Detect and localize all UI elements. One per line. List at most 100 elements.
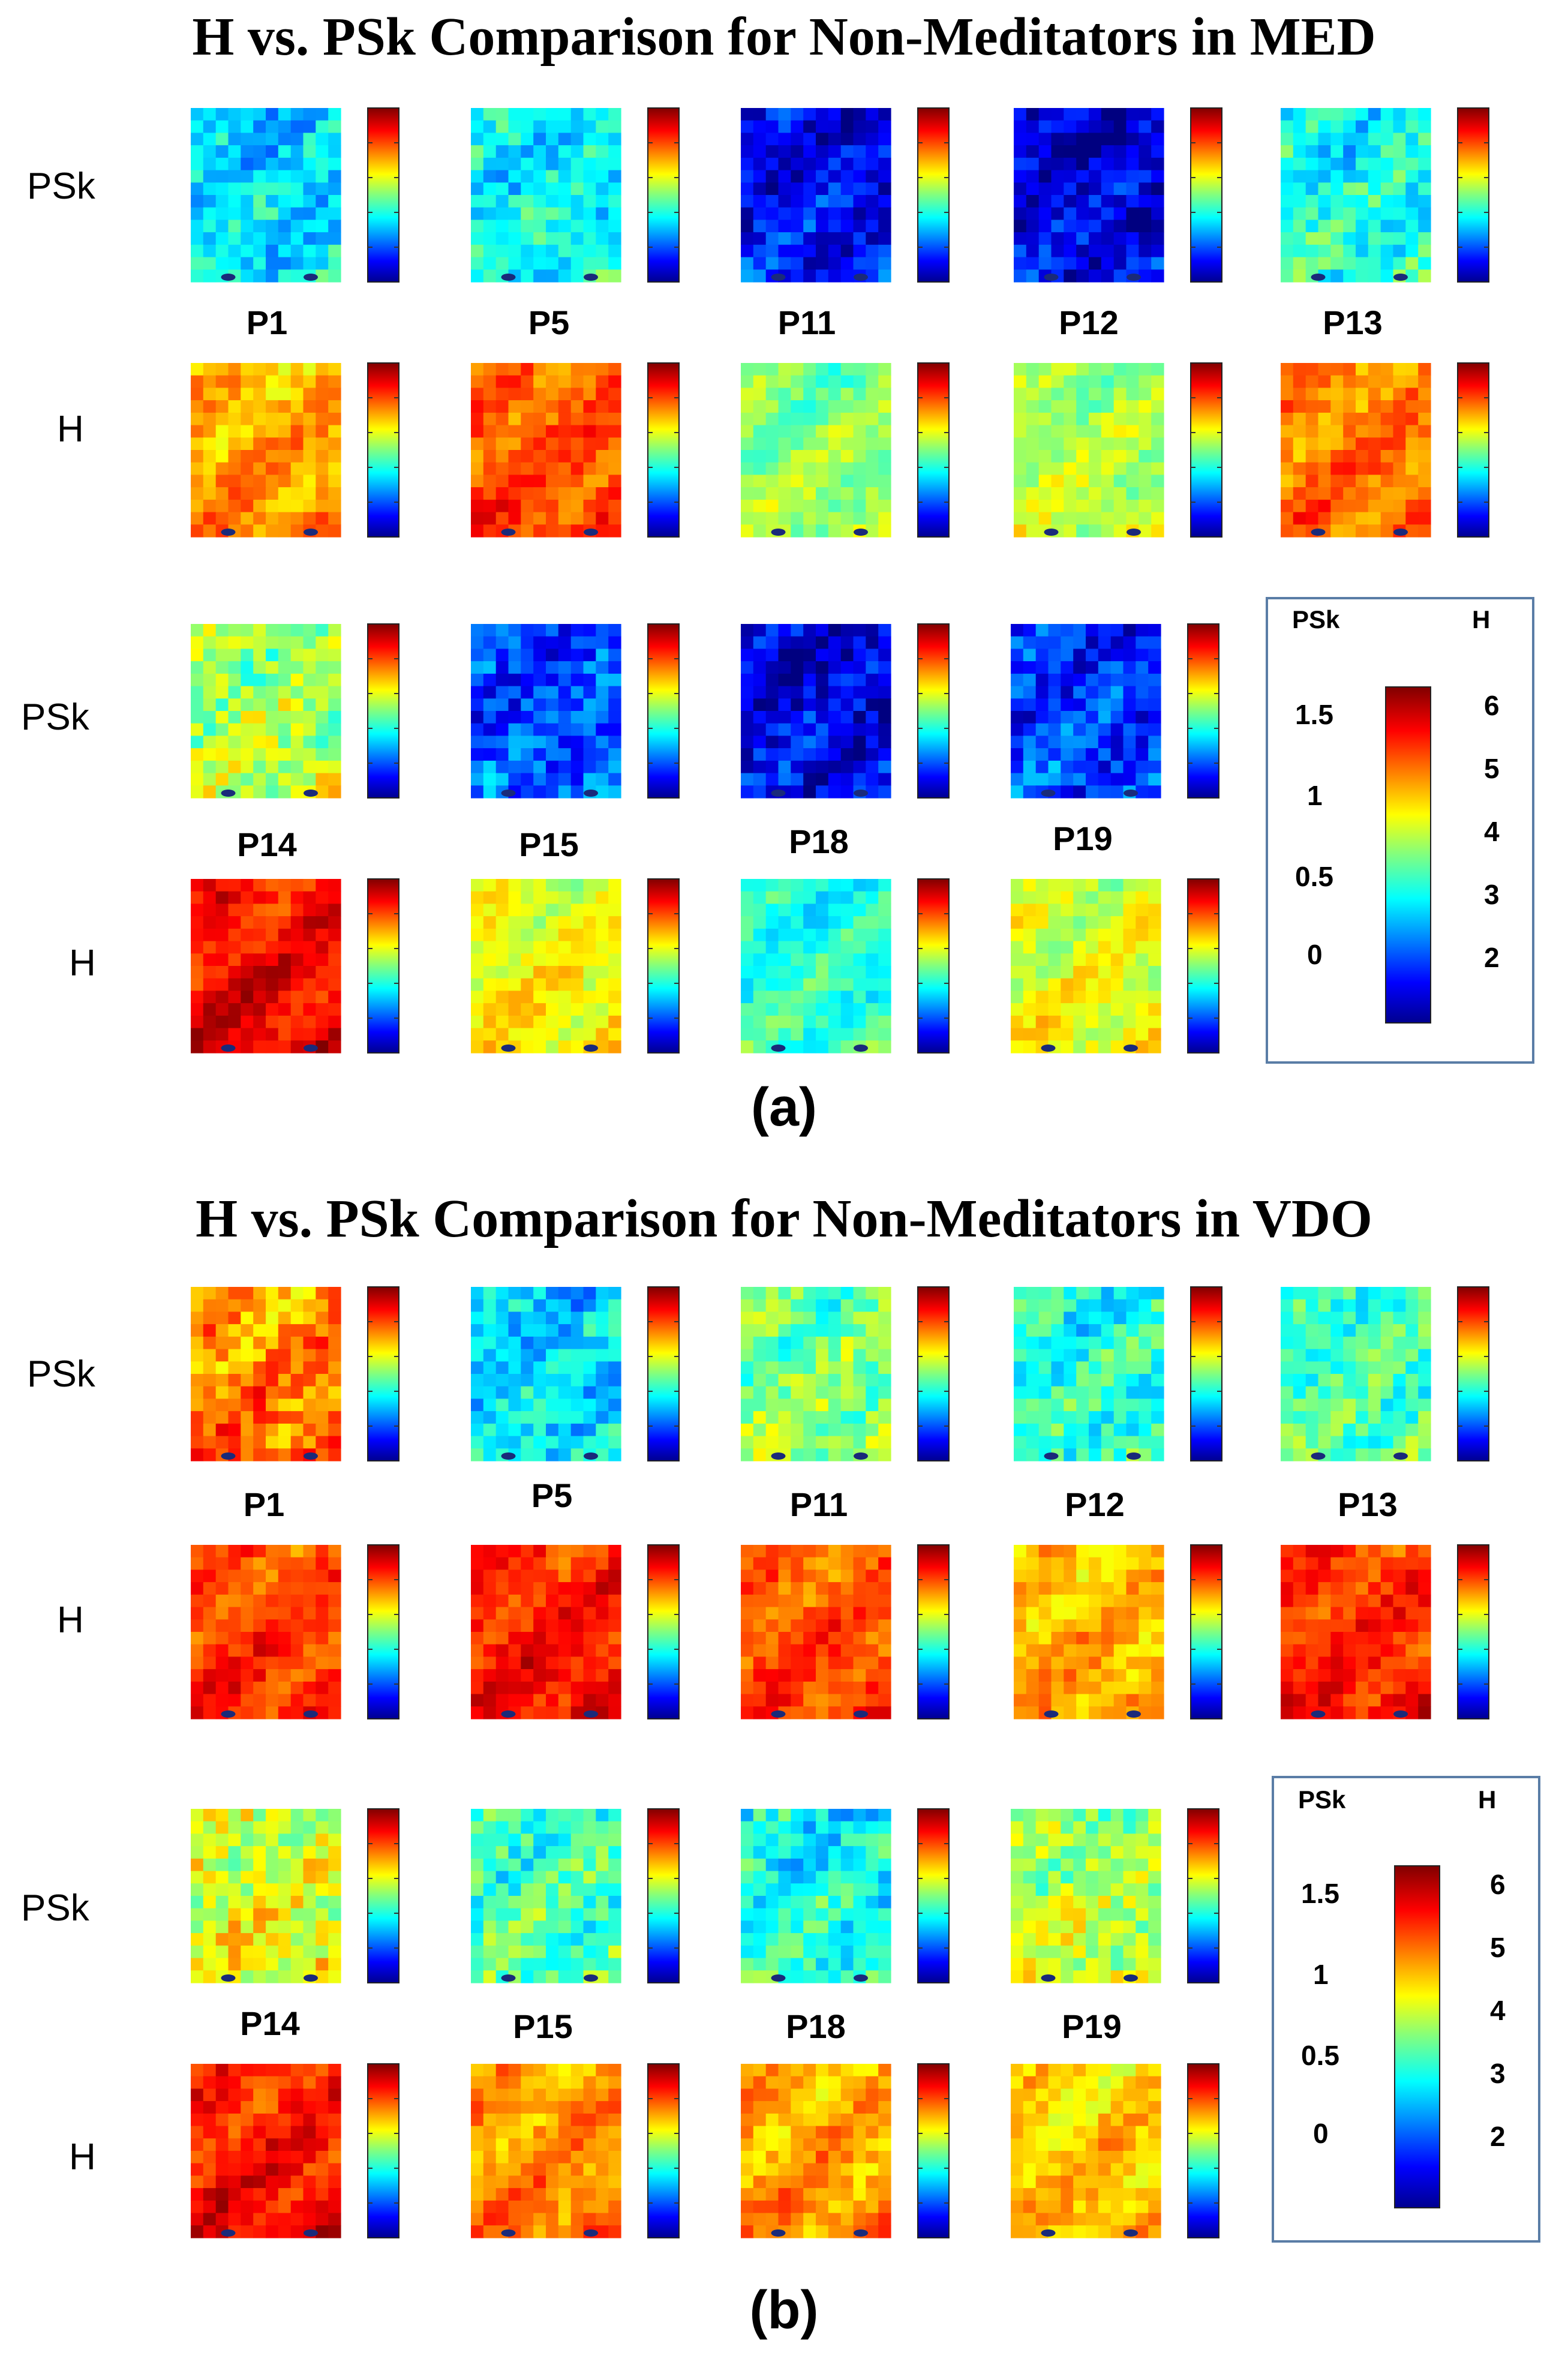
heatmap-cell <box>215 375 229 388</box>
heatmap-cell <box>1380 462 1394 475</box>
heatmap-cell <box>753 1386 767 1399</box>
heatmap-cell <box>1076 1374 1089 1387</box>
heatmap-cell <box>266 1607 279 1620</box>
heatmap-cell <box>1281 207 1294 220</box>
heatmap-cell <box>816 624 829 637</box>
heatmap-cell <box>191 1287 204 1300</box>
heatmap-cell <box>1023 1040 1037 1054</box>
heatmap-cell <box>316 1324 329 1337</box>
heatmap-cell <box>1014 170 1027 183</box>
heatmap-cell <box>228 966 241 979</box>
heatmap-cell <box>1393 1545 1406 1558</box>
heatmap-cell <box>840 748 854 761</box>
heatmap-cell <box>570 1569 584 1583</box>
heatmap-cell <box>215 941 229 954</box>
heatmap-cell <box>816 1644 829 1657</box>
heatmap-cell <box>471 1436 484 1449</box>
heatmap-cell <box>290 1644 304 1657</box>
heatmap-cell <box>1076 1545 1089 1558</box>
heatmap-cell <box>533 1003 546 1016</box>
heatmap-cell <box>303 773 316 786</box>
heatmap-cell <box>1026 487 1040 500</box>
heatmap-cell <box>1064 1582 1077 1595</box>
heatmap-cell <box>521 1436 534 1449</box>
heatmap-cell <box>203 1040 217 1054</box>
heatmap-cell <box>1405 257 1419 270</box>
heatmap-cell <box>1139 108 1152 121</box>
heatmap-cell <box>1343 120 1356 133</box>
heatmap-cell <box>1148 1040 1161 1054</box>
heatmap-cell <box>1343 1386 1356 1399</box>
heatmap-cell <box>521 978 534 991</box>
heatmap-cell <box>1148 879 1161 892</box>
heatmap-cell <box>266 462 279 475</box>
heatmap-cell <box>508 400 521 413</box>
heatmap-cell <box>328 773 341 786</box>
heatmap-cell <box>878 475 891 488</box>
heatmap-cell <box>570 649 584 662</box>
heatmap-cell <box>203 1386 217 1399</box>
heatmap-cell <box>1076 1287 1089 1300</box>
heatmap-cell <box>303 257 316 270</box>
heatmap-cell <box>1113 1336 1127 1350</box>
heatmap-cell <box>583 1324 596 1337</box>
heatmap-cell <box>1076 220 1089 233</box>
heatmap-cell <box>191 673 204 687</box>
heatmap-cell <box>241 1324 254 1337</box>
heatmap-cell <box>1073 673 1086 687</box>
heatmap-cell <box>483 1361 497 1374</box>
heatmap-cell <box>1368 182 1381 196</box>
heatmap-cell <box>1098 773 1112 786</box>
heatmap-cell <box>816 928 829 942</box>
heatmap-cell <box>215 120 229 133</box>
heatmap-cell <box>521 760 534 774</box>
heatmap-cell <box>1098 941 1112 954</box>
heatmap-cell <box>215 1423 229 1437</box>
heatmap-cell <box>1089 1398 1102 1412</box>
heatmap-cell <box>583 475 596 488</box>
heatmap-cell <box>253 736 266 749</box>
heatmap-cell <box>508 1349 521 1362</box>
heatmap-cell <box>1343 462 1356 475</box>
heatmap-cell <box>328 649 341 662</box>
heatmap-cell <box>558 257 572 270</box>
heatmap-cell <box>241 1669 254 1682</box>
heatmap-cell <box>1393 1619 1406 1632</box>
heatmap-cell <box>1011 879 1024 892</box>
heatmap-cell <box>471 120 484 133</box>
heatmap-cell <box>1089 487 1102 500</box>
heatmap-cell <box>253 1287 266 1300</box>
heatmap-cell <box>241 785 254 799</box>
heatmap-cell <box>1151 257 1164 270</box>
heatmap-cell <box>583 928 596 942</box>
heatmap-cell <box>1038 1287 1052 1300</box>
heatmap-cell <box>1113 1582 1127 1595</box>
heatmap-cell <box>278 661 292 674</box>
heatmap-cell <box>1405 1361 1419 1374</box>
heatmap-cell <box>1061 785 1074 799</box>
heatmap-cell <box>1035 1040 1049 1054</box>
heatmap-cell <box>1305 244 1319 258</box>
heatmap-cell <box>215 636 229 649</box>
heatmap-cell <box>471 736 484 749</box>
heatmap-cell <box>1014 257 1027 270</box>
heatmap-cell <box>840 1448 854 1461</box>
heatmap-cell <box>1139 1594 1152 1608</box>
heatmap-cell <box>328 1644 341 1657</box>
heatmap-cell <box>558 928 572 942</box>
heatmap-cell <box>840 120 854 133</box>
heatmap-cell <box>1281 232 1294 245</box>
heatmap-cell <box>483 785 497 799</box>
heatmap-cell <box>840 736 854 749</box>
heatmap-cell <box>1126 1582 1139 1595</box>
electrode-marker <box>584 274 598 281</box>
heatmap-cell <box>278 157 292 171</box>
heatmap-cell <box>1293 388 1306 401</box>
heatmap-cell <box>853 232 866 245</box>
heatmap-cell <box>1101 157 1115 171</box>
colorbar-legend: PSk H 1.5 1 0.5 0 6 5 4 3 2 <box>1272 1776 1540 2243</box>
heatmap-cell <box>1356 1386 1369 1399</box>
heatmap-cell <box>521 232 534 245</box>
heatmap-cell <box>1139 120 1152 133</box>
heatmap-cell <box>266 425 279 438</box>
